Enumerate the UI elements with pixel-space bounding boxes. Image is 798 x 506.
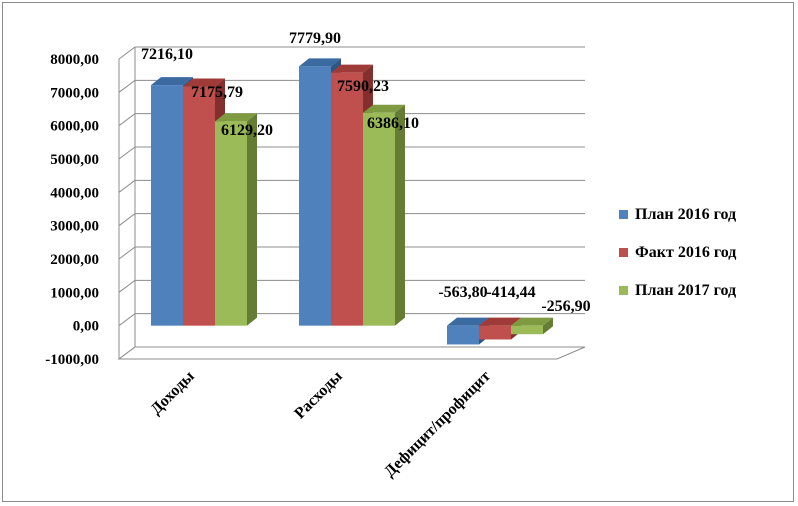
bar-chart: 8000,00 7000,00 6000,00 5000,00 4000,00 3000,…	[45, 30, 736, 481]
gridline-side	[118, 46, 136, 60]
y-tick-label: 6000,00	[50, 119, 99, 135]
bar-top	[215, 113, 257, 122]
gridline-side	[118, 313, 136, 327]
bar	[447, 325, 479, 345]
gridline-side	[118, 179, 136, 193]
bar	[363, 112, 395, 326]
data-label: -414,44	[486, 284, 535, 301]
category-label: Доходы	[148, 367, 199, 418]
legend-swatch	[619, 286, 628, 295]
bar-top	[363, 104, 405, 113]
legend-swatch	[619, 210, 628, 219]
y-tick-label: 3000,00	[50, 219, 99, 235]
bar	[215, 121, 247, 326]
bar-top	[479, 317, 521, 326]
category-label: Дефицит/профицит	[381, 368, 494, 481]
y-tick-label: 5000,00	[50, 152, 99, 168]
bar-top	[183, 78, 225, 87]
legend-label: Факт 2016 год	[635, 244, 736, 261]
bar-side	[395, 104, 405, 326]
y-tick-label: 8000,00	[50, 52, 99, 68]
legend-swatch	[619, 248, 628, 257]
data-label: 7216,10	[141, 46, 193, 63]
data-label: 6129,20	[221, 122, 273, 139]
bar	[479, 325, 511, 340]
bar-top	[447, 317, 489, 326]
bar-top	[331, 64, 373, 73]
bar	[151, 85, 183, 326]
gridline-side	[118, 113, 136, 127]
y-tick-label: 2000,00	[50, 252, 99, 268]
data-label: 6386,10	[367, 115, 419, 132]
gridline-side	[118, 146, 136, 160]
bar	[183, 86, 215, 326]
data-label: 7779,90	[289, 30, 341, 47]
bar	[511, 325, 543, 335]
y-tick-label: 7000,00	[50, 85, 99, 101]
bar	[331, 72, 363, 326]
gridline-side	[118, 79, 136, 93]
y-tick-label: 0,00	[73, 319, 99, 335]
bar	[299, 66, 331, 326]
legend-label: План 2016 год	[635, 206, 736, 223]
gridline-side	[118, 279, 136, 293]
bar-side	[247, 113, 257, 326]
y-tick-label: 1000,00	[50, 285, 99, 301]
gridline-side	[118, 246, 136, 260]
gridline-side	[118, 213, 136, 227]
floor-plane	[117, 346, 586, 360]
y-tick-label: -1000,00	[45, 352, 99, 368]
bar-top	[151, 77, 193, 86]
y-tick-label: 4000,00	[50, 185, 99, 201]
bar-side	[543, 317, 553, 335]
bar-top	[299, 58, 341, 67]
bar-top	[511, 317, 553, 326]
data-label: -256,90	[541, 298, 590, 315]
legend-label: План 2017 год	[635, 282, 736, 299]
data-label: -563,80	[438, 284, 487, 301]
category-label: Расходы	[291, 367, 346, 422]
data-label: 7590,23	[337, 78, 389, 95]
data-label: 7175,79	[191, 84, 243, 101]
